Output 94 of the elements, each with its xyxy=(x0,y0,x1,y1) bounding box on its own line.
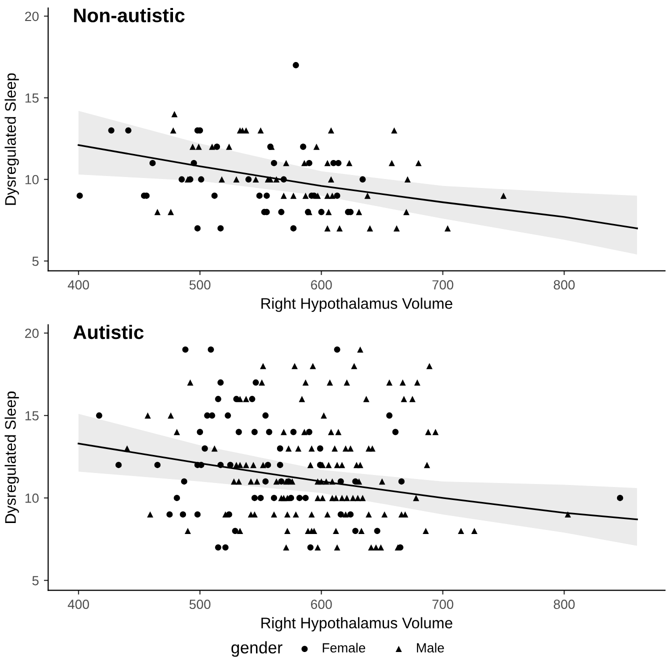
line-series xyxy=(78,442,638,520)
point xyxy=(194,225,201,232)
point xyxy=(168,208,174,216)
point xyxy=(245,176,252,182)
y-tick-label: 5 xyxy=(32,576,39,586)
point xyxy=(256,192,263,199)
point xyxy=(258,127,264,134)
y-tick-label: 20 xyxy=(25,328,39,338)
point xyxy=(356,208,362,216)
legend-label: Female xyxy=(322,642,366,653)
legend-title: gender xyxy=(231,641,282,657)
point xyxy=(346,160,352,166)
point xyxy=(190,160,197,166)
point xyxy=(324,160,331,166)
point xyxy=(290,192,297,199)
chart-title: Non-autistic xyxy=(74,8,185,22)
point xyxy=(415,160,422,166)
point xyxy=(324,192,331,199)
point xyxy=(364,192,371,199)
point xyxy=(290,225,297,232)
x-tick-label: 600 xyxy=(311,600,332,610)
point xyxy=(334,192,340,199)
point xyxy=(366,225,374,232)
point xyxy=(326,208,332,216)
point xyxy=(190,144,196,150)
point xyxy=(292,62,299,68)
x-tick-label: 400 xyxy=(68,600,90,610)
point xyxy=(198,176,204,182)
point xyxy=(264,192,270,199)
chart-title: Autistic xyxy=(73,324,144,340)
x-tick-label: 800 xyxy=(554,280,575,290)
x-tick-label: 700 xyxy=(432,280,454,290)
x-axis-title: Right Hypothalamus Volume xyxy=(261,298,452,312)
point xyxy=(280,192,287,199)
y-axis-title: Dysregulated Sleep xyxy=(4,73,19,205)
point xyxy=(154,208,161,216)
y-tick-label: 20 xyxy=(25,12,39,22)
point xyxy=(391,127,398,134)
point xyxy=(324,225,331,232)
point xyxy=(318,208,324,216)
point xyxy=(252,176,259,182)
point xyxy=(196,144,202,150)
point xyxy=(360,176,366,182)
point xyxy=(211,192,218,199)
point xyxy=(394,225,400,232)
line-series xyxy=(78,144,638,230)
point xyxy=(278,208,284,216)
point xyxy=(329,192,336,199)
point xyxy=(273,176,280,182)
point xyxy=(328,127,334,134)
point xyxy=(404,176,411,182)
point xyxy=(300,144,306,150)
y-tick-label: 10 xyxy=(25,174,39,184)
y-tick-label: 5 xyxy=(32,256,39,266)
x-tick-label: 700 xyxy=(432,600,454,610)
x-tick-label: 800 xyxy=(554,600,575,610)
point xyxy=(328,176,334,182)
point xyxy=(214,144,220,150)
point xyxy=(171,110,178,118)
y-tick-label: 15 xyxy=(25,93,39,103)
point xyxy=(108,127,114,134)
x-tick-label: 400 xyxy=(68,280,90,290)
point xyxy=(314,192,321,199)
point xyxy=(218,176,225,182)
x-tick-label: 600 xyxy=(311,280,332,290)
point xyxy=(280,176,287,182)
point xyxy=(403,208,410,216)
point xyxy=(335,160,342,166)
point xyxy=(306,160,312,166)
point xyxy=(313,144,320,150)
point xyxy=(226,144,232,150)
x-tick-label: 500 xyxy=(189,600,210,610)
point xyxy=(208,144,216,150)
point xyxy=(76,192,83,199)
point xyxy=(217,225,224,232)
y-axis-title: Dysregulated Sleep xyxy=(4,392,19,523)
legend-label: Male xyxy=(416,642,444,653)
point xyxy=(388,160,395,166)
point xyxy=(336,225,343,232)
point xyxy=(302,192,309,199)
y-tick-label: 10 xyxy=(25,494,39,503)
point xyxy=(270,160,278,166)
x-tick-label: 500 xyxy=(189,280,210,290)
point xyxy=(233,176,240,182)
point xyxy=(301,160,308,166)
point xyxy=(125,127,132,134)
point xyxy=(444,225,451,232)
point xyxy=(500,192,507,199)
x-axis-title: Right Hypothalamus Volume xyxy=(261,617,452,632)
point xyxy=(283,160,290,166)
point xyxy=(178,176,185,182)
point xyxy=(149,160,156,166)
point xyxy=(170,127,176,134)
y-tick-label: 15 xyxy=(25,411,39,420)
